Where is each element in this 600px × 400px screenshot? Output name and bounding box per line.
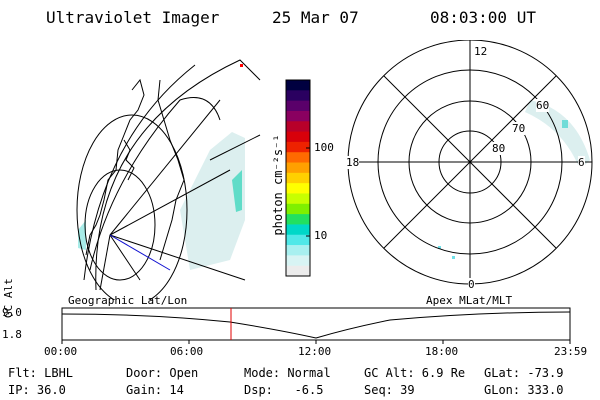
mlat-label-70: 70 [512, 122, 526, 135]
info-door: Door: Open [126, 366, 199, 380]
mlat-label-80: 80 [492, 142, 506, 155]
lat-ring-inner [84, 169, 156, 281]
colorbar-swatch [286, 183, 310, 194]
colorbar-swatch [286, 141, 310, 153]
meridian-1 [109, 169, 231, 236]
colorbar-label-100: 100 [314, 141, 334, 154]
polar-spot-1 [438, 246, 441, 249]
time-label: 08:03:00 UT [430, 8, 536, 27]
x-tick-label-3: 18:00 [425, 345, 459, 358]
colorbar-swatch [286, 172, 310, 184]
colorbar-swatch [286, 214, 310, 225]
info-ip: IP: 36.0 [8, 383, 66, 397]
x-tick-label-0: 00:00 [44, 345, 78, 358]
meridian-4 [109, 234, 141, 281]
info-glon: GLon: 333.0 [484, 383, 564, 397]
colorbar-swatch [286, 90, 310, 102]
meridian-5 [109, 99, 221, 236]
aurora-bright-spot [232, 170, 242, 212]
info-filter: Flt: LBHL [8, 366, 74, 380]
altitude-plot-frame [61, 307, 571, 341]
left-panel-label: Geographic Lat/Lon [68, 294, 188, 307]
altitude-axis-min: 1.8 [2, 328, 22, 341]
satellite-footprint-line [109, 234, 171, 271]
colorbar-swatch [286, 265, 310, 277]
meridian-6 [209, 134, 261, 161]
marker-dot [240, 64, 243, 67]
outer-lat-arc [95, 59, 261, 291]
colorbar-swatch [286, 245, 310, 256]
colorbar-swatch [286, 80, 310, 91]
date-label: 25 Mar 07 [272, 8, 359, 27]
x-tick-label-1: 06:00 [170, 345, 204, 358]
mlat-label-60: 60 [536, 99, 550, 112]
colorbar-swatch [286, 110, 310, 122]
colorbar-swatch [286, 234, 310, 246]
polar-aurora-spot [562, 120, 568, 128]
info-mode: Mode: Normal [244, 366, 331, 380]
altitude-axis-max: 9.0 [2, 306, 22, 319]
instrument-title: Ultraviolet Imager [46, 8, 220, 27]
lat-ring-mid [76, 114, 188, 300]
geographic-map-panel [76, 59, 261, 300]
colorbar-frame [285, 79, 311, 277]
colorbar-swatch [286, 162, 310, 174]
coastline-east [157, 79, 185, 261]
mlt-label-12: 12 [474, 45, 488, 58]
colorbar-swatch [286, 255, 310, 267]
colorbar-swatch [286, 193, 310, 205]
polar-plot [347, 40, 593, 285]
colorbar-unit-label: photon cm⁻²s⁻¹ [271, 134, 285, 236]
polar-aurora-region [525, 100, 590, 170]
altitude-curve [61, 311, 571, 339]
colorbar-gradient [286, 80, 310, 277]
colorbar [285, 79, 311, 277]
polar-spot-2 [452, 256, 455, 259]
altitude-plot [61, 307, 571, 344]
right-panel-label: Apex MLat/MLT [426, 294, 513, 307]
x-tick-label-2: 12:00 [298, 345, 332, 358]
info-gain: Gain: 14 [126, 383, 184, 397]
colorbar-swatch [286, 224, 310, 236]
mlt-label-0: 0 [468, 278, 475, 291]
colorbar-label-10: 10 [314, 229, 328, 242]
coastline-west [85, 78, 145, 256]
meridian-2 [109, 234, 246, 281]
info-glat: GLat: -73.9 [484, 366, 564, 380]
info-seq: Seq: 39 [364, 383, 415, 397]
colorbar-swatch [286, 203, 310, 215]
mlt-label-18: 18 [346, 156, 360, 169]
x-tick-label-4: 23:59 [554, 345, 588, 358]
aurora-emission-region [180, 132, 245, 270]
lat-arc-2 [83, 64, 196, 281]
mlt-label-6: 6 [578, 156, 585, 169]
colorbar-swatch [286, 100, 310, 112]
colorbar-swatch [286, 131, 310, 143]
colorbar-swatch [286, 121, 310, 133]
coastline-inlet [123, 139, 135, 181]
info-dsp: Dsp: -6.5 [244, 383, 324, 397]
meridian-3 [99, 234, 111, 291]
info-gc-alt: GC Alt: 6.9 Re [364, 366, 466, 380]
colorbar-swatch [286, 152, 310, 164]
mlt-diagonal-2 [383, 75, 557, 249]
